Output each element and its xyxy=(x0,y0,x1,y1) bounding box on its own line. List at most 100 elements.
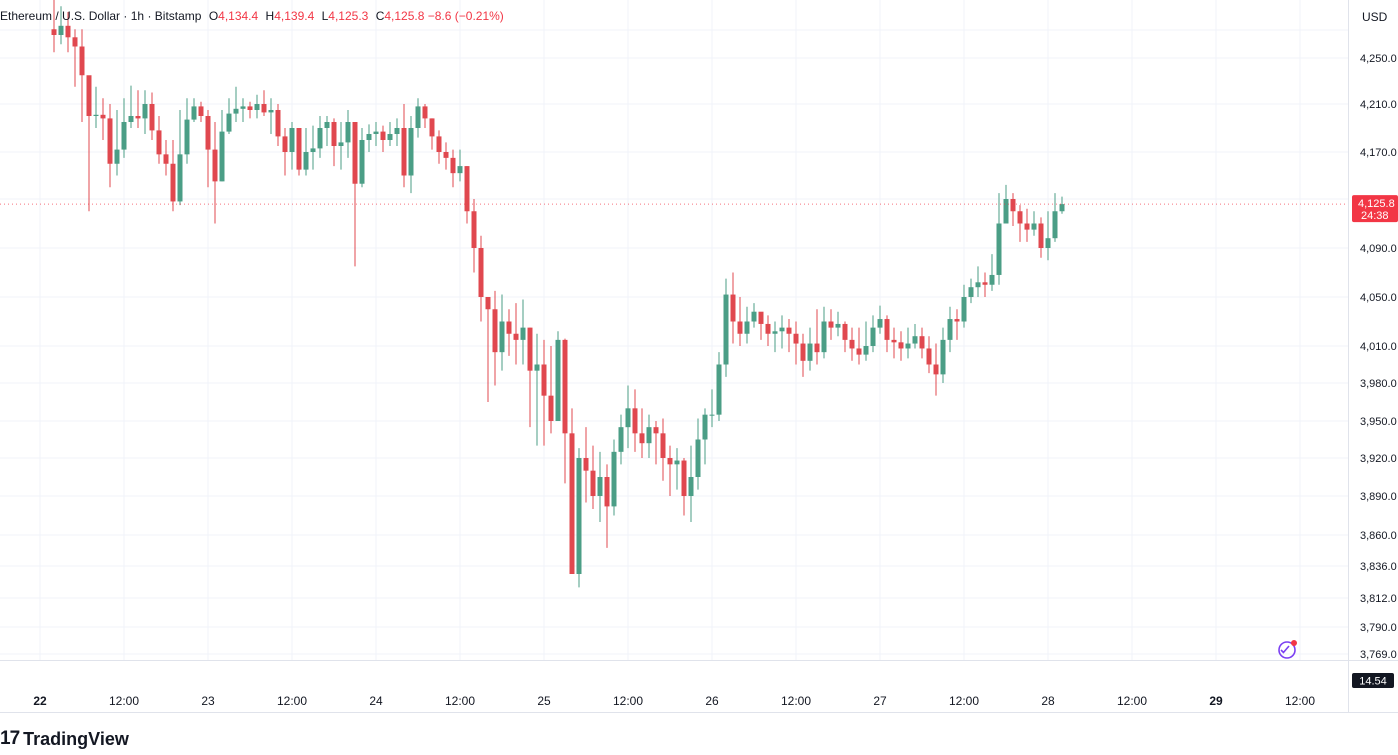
candle-up[interactable] xyxy=(534,333,540,446)
candle-down[interactable] xyxy=(198,101,204,122)
candle-up[interactable] xyxy=(975,266,981,297)
candle-up[interactable] xyxy=(821,306,827,359)
candle-down[interactable] xyxy=(51,0,57,53)
candle-down[interactable] xyxy=(758,311,764,340)
candle-down[interactable] xyxy=(170,140,176,212)
candle-up[interactable] xyxy=(520,299,526,365)
candle-up[interactable] xyxy=(499,294,505,371)
candle-down[interactable] xyxy=(436,130,442,164)
candle-up[interactable] xyxy=(128,85,134,128)
candle-down[interactable] xyxy=(149,92,155,141)
last-price-tag[interactable]: 4,125.824:38 xyxy=(1352,195,1398,223)
candle-down[interactable] xyxy=(471,199,477,273)
candle-down[interactable] xyxy=(1024,208,1030,242)
candle-down[interactable] xyxy=(1010,193,1016,226)
candle-up[interactable] xyxy=(772,321,778,353)
candle-up[interactable] xyxy=(597,451,603,522)
candle-up[interactable] xyxy=(779,315,785,349)
candle-down[interactable] xyxy=(730,272,736,344)
candle-down[interactable] xyxy=(548,346,554,434)
candle-down[interactable] xyxy=(513,303,519,365)
candle-up[interactable] xyxy=(338,122,344,170)
candle-down[interactable] xyxy=(380,125,386,152)
candle-down[interactable] xyxy=(100,98,106,140)
candle-down[interactable] xyxy=(583,427,589,503)
candle-down[interactable] xyxy=(205,110,211,188)
candle-down[interactable] xyxy=(1038,217,1044,258)
candle-down[interactable] xyxy=(954,309,960,340)
candle-up[interactable] xyxy=(58,6,64,45)
candle-up[interactable] xyxy=(317,116,323,158)
candle-up[interactable] xyxy=(345,110,351,158)
candle-up[interactable] xyxy=(905,327,911,359)
candle-up[interactable] xyxy=(268,98,274,134)
candle-down[interactable] xyxy=(919,327,925,359)
candle-down[interactable] xyxy=(765,315,771,346)
candle-up[interactable] xyxy=(940,327,946,383)
candle-up[interactable] xyxy=(1003,184,1009,224)
candle-up[interactable] xyxy=(751,303,757,328)
candle-up[interactable] xyxy=(1059,196,1065,214)
candle-down[interactable] xyxy=(450,149,456,188)
candle-up[interactable] xyxy=(716,352,722,421)
candle-down[interactable] xyxy=(443,142,449,170)
candle-down[interactable] xyxy=(275,104,281,146)
candle-down[interactable] xyxy=(86,75,92,212)
candle-down[interactable] xyxy=(541,339,547,446)
candle-up[interactable] xyxy=(373,122,379,146)
candle-down[interactable] xyxy=(898,331,904,361)
candle-up[interactable] xyxy=(807,327,813,371)
candle-up[interactable] xyxy=(555,331,561,421)
candle-up[interactable] xyxy=(723,278,729,377)
candle-down[interactable] xyxy=(492,290,498,386)
candle-up[interactable] xyxy=(93,86,99,128)
candle-down[interactable] xyxy=(485,297,491,402)
candle-up[interactable] xyxy=(226,98,232,134)
candle-down[interactable] xyxy=(282,128,288,176)
candle-up[interactable] xyxy=(177,110,183,206)
candle-up[interactable] xyxy=(702,408,708,465)
candle-up[interactable] xyxy=(968,278,974,304)
candle-down[interactable] xyxy=(156,116,162,164)
candle-up[interactable] xyxy=(184,98,190,164)
symbol-legend[interactable]: Ethereum / U.S. Dollar · 1h · Bitstamp O… xyxy=(0,9,504,23)
candle-up[interactable] xyxy=(870,315,876,353)
candle-down[interactable] xyxy=(632,389,638,452)
candle-up[interactable] xyxy=(289,122,295,170)
candle-down[interactable] xyxy=(849,327,855,361)
candle-down[interactable] xyxy=(793,321,799,365)
candle-down[interactable] xyxy=(590,445,596,509)
candle-up[interactable] xyxy=(191,98,197,122)
candle-down[interactable] xyxy=(660,418,666,481)
candle-down[interactable] xyxy=(331,118,337,167)
candle-up[interactable] xyxy=(114,110,120,176)
currency-label[interactable]: USD xyxy=(1362,10,1388,24)
candles[interactable] xyxy=(51,0,1065,588)
candle-down[interactable] xyxy=(856,327,862,365)
candle-down[interactable] xyxy=(261,90,267,116)
tradingview-logo[interactable]: 17 TradingView xyxy=(0,728,129,750)
candle-down[interactable] xyxy=(933,343,939,396)
candle-up[interactable] xyxy=(947,306,953,353)
candle-down[interactable] xyxy=(982,272,988,298)
candle-up[interactable] xyxy=(688,445,694,522)
candle-down[interactable] xyxy=(891,327,897,359)
candle-up[interactable] xyxy=(387,122,393,146)
candle-up[interactable] xyxy=(233,86,239,122)
candle-down[interactable] xyxy=(296,128,302,176)
candle-up[interactable] xyxy=(744,306,750,344)
candle-up[interactable] xyxy=(835,311,841,337)
candle-up[interactable] xyxy=(877,305,883,334)
candle-up[interactable] xyxy=(961,284,967,328)
candle-up[interactable] xyxy=(863,321,869,361)
interval[interactable]: 1h xyxy=(130,9,145,23)
candle-down[interactable] xyxy=(814,309,820,365)
candle-up[interactable] xyxy=(709,389,715,428)
candle-down[interactable] xyxy=(653,421,659,465)
candle-down[interactable] xyxy=(639,408,645,458)
candle-down[interactable] xyxy=(527,327,533,428)
candle-down[interactable] xyxy=(352,122,358,267)
candle-up[interactable] xyxy=(1031,211,1037,236)
candle-up[interactable] xyxy=(303,128,309,176)
